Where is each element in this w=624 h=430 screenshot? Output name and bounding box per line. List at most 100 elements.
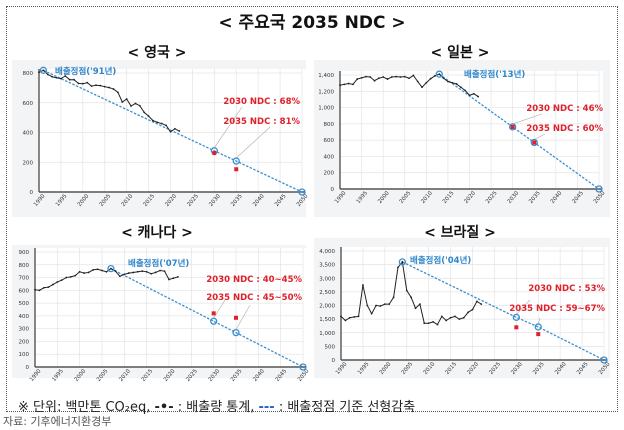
y-tick-label: 2,000 [319, 304, 335, 310]
emissions-point [379, 305, 382, 307]
emissions-point [163, 270, 166, 273]
emissions-point [92, 268, 94, 271]
emissions-point [95, 84, 97, 87]
emissions-point [459, 86, 462, 89]
emissions-point [68, 78, 71, 81]
linear-reduction-line [43, 69, 303, 193]
emissions-point [442, 77, 445, 80]
y-tick-label: 0 [26, 365, 30, 371]
emissions-point [472, 92, 475, 95]
emissions-point [34, 288, 36, 291]
y-tick-label: 600 [23, 101, 34, 107]
emissions-point [423, 322, 426, 325]
linear-marker [512, 313, 520, 322]
emissions-point [112, 88, 115, 90]
emissions-point [454, 315, 456, 318]
emissions-point [172, 277, 175, 280]
emissions-point [352, 83, 354, 86]
y-tick-label: 1,400 [318, 73, 334, 79]
emissions-point [344, 319, 347, 322]
y-tick-label: 1,500 [319, 317, 335, 323]
emissions-point [90, 85, 93, 87]
emissions-point [401, 261, 404, 263]
y-tick-label: 200 [23, 160, 34, 166]
linear-marker [509, 123, 517, 131]
emissions-point [348, 316, 351, 319]
linear-marker [398, 258, 407, 266]
emissions-point [101, 269, 103, 272]
emissions-point [445, 319, 448, 322]
emissions-point [395, 75, 398, 78]
emissions-point [105, 270, 108, 273]
ndc-label: 2035 NDC : 81% [223, 117, 300, 127]
emissions-point [377, 77, 380, 80]
emissions-point [96, 268, 99, 271]
emissions-point [405, 289, 408, 292]
emissions-point [468, 94, 471, 97]
emissions-point [373, 79, 376, 82]
emissions-point [65, 276, 68, 279]
y-tick-label: 2,500 [319, 290, 335, 296]
linear-marker [107, 264, 115, 273]
legend-stat-marker: -•- [154, 400, 174, 415]
peak-label: 배출정점('07년) [128, 258, 189, 269]
emissions-point [168, 278, 170, 281]
emissions-point [173, 127, 176, 130]
ndc-point [234, 167, 239, 172]
y-tick-label: 400 [324, 154, 335, 160]
chart-title-brazil: < 브라질 > [424, 225, 496, 241]
emissions-point [125, 98, 128, 100]
emissions-point [414, 307, 417, 310]
y-tick-label: 800 [23, 71, 34, 77]
emissions-point [410, 296, 413, 299]
linear-reduction-line [110, 268, 304, 368]
emissions-point [178, 130, 181, 132]
legend-linear-label: : 배출정점 기준 선형감축 [278, 400, 416, 415]
emissions-point [375, 304, 377, 307]
ndc-point [510, 124, 515, 129]
emissions-point [347, 82, 350, 85]
emissions-point [55, 76, 58, 79]
linear-marker [530, 138, 538, 147]
chart-title-canada: < 캐나다 > [121, 225, 193, 241]
emissions-point [458, 318, 461, 321]
ndc-label: 2035 NDC : 60% [526, 124, 603, 134]
emissions-point [77, 82, 80, 85]
emissions-point [74, 274, 77, 277]
emissions-point [432, 320, 434, 323]
y-tick-label: 800 [19, 263, 30, 269]
y-tick-label: 500 [19, 301, 30, 307]
emissions-point [440, 315, 443, 318]
emissions-point [159, 269, 161, 272]
linear-marker [299, 363, 307, 371]
ndc-label: 2035 NDC : 45~50% [206, 293, 302, 303]
ndc-label: 2030 NDC : 68% [223, 97, 300, 107]
emissions-point [471, 308, 474, 311]
emissions-point [416, 80, 419, 83]
y-tick-label: 300 [19, 327, 30, 333]
emissions-point [42, 69, 45, 72]
y-tick-label: 1,000 [319, 331, 335, 337]
emissions-point [455, 83, 458, 85]
emissions-point [408, 77, 410, 80]
emissions-point [130, 105, 132, 107]
emissions-point [421, 86, 423, 89]
y-tick-label: 200 [324, 171, 335, 177]
emissions-point [360, 76, 363, 79]
emissions-point [419, 303, 421, 306]
ndc-label: 2030 NDC : 46% [526, 104, 603, 114]
linear-marker [435, 70, 443, 78]
linear-marker [232, 328, 240, 337]
emissions-point [397, 266, 399, 269]
emissions-point [103, 85, 106, 88]
linear-marker [298, 188, 306, 196]
emissions-point [451, 81, 454, 84]
linear-marker [210, 317, 218, 325]
emissions-point [382, 76, 385, 78]
emissions-point [403, 75, 406, 78]
emissions-point [427, 322, 430, 325]
emissions-point [383, 303, 386, 306]
plot-area [341, 247, 608, 360]
emissions-point [369, 76, 372, 78]
